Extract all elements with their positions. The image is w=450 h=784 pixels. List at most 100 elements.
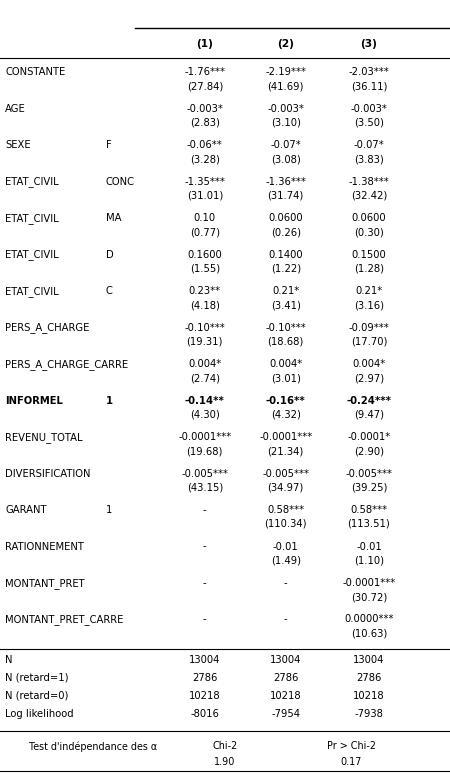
Text: CONC: CONC xyxy=(106,176,135,187)
Text: ETAT_CIVIL: ETAT_CIVIL xyxy=(5,213,59,224)
Text: (30.72): (30.72) xyxy=(351,592,387,602)
Text: (41.69): (41.69) xyxy=(268,81,304,91)
Text: (2.97): (2.97) xyxy=(354,373,384,383)
Text: MONTANT_PRET_CARRE: MONTANT_PRET_CARRE xyxy=(5,615,124,626)
Text: -0.0001*: -0.0001* xyxy=(347,432,391,442)
Text: -7954: -7954 xyxy=(271,709,300,719)
Text: 1.90: 1.90 xyxy=(214,757,236,767)
Text: 0.1400: 0.1400 xyxy=(269,249,303,260)
Text: (1.55): (1.55) xyxy=(190,263,220,274)
Text: (0.30): (0.30) xyxy=(354,227,384,237)
Text: -0.01: -0.01 xyxy=(356,542,382,551)
Text: 0.21*: 0.21* xyxy=(272,286,299,296)
Text: (39.25): (39.25) xyxy=(351,482,387,492)
Text: AGE: AGE xyxy=(5,103,26,114)
Text: 0.1600: 0.1600 xyxy=(187,249,222,260)
Text: REVENU_TOTAL: REVENU_TOTAL xyxy=(5,432,83,443)
Text: -0.14**: -0.14** xyxy=(185,395,225,405)
Text: (3.28): (3.28) xyxy=(190,154,220,164)
Text: -2.03***: -2.03*** xyxy=(349,67,389,77)
Text: 2786: 2786 xyxy=(192,673,217,683)
Text: -0.09***: -0.09*** xyxy=(349,322,389,332)
Text: -: - xyxy=(284,578,288,588)
Text: 10218: 10218 xyxy=(189,691,220,701)
Text: 1: 1 xyxy=(106,395,113,405)
Text: (9.47): (9.47) xyxy=(354,409,384,419)
Text: (19.68): (19.68) xyxy=(187,446,223,456)
Text: (1.10): (1.10) xyxy=(354,556,384,565)
Text: (2): (2) xyxy=(277,39,294,49)
Text: 13004: 13004 xyxy=(270,655,302,665)
Text: -: - xyxy=(284,615,288,625)
Text: -1.35***: -1.35*** xyxy=(184,176,225,187)
Text: (10.63): (10.63) xyxy=(351,629,387,638)
Text: (113.51): (113.51) xyxy=(347,519,391,529)
Text: (1.49): (1.49) xyxy=(271,556,301,565)
Text: INFORMEL: INFORMEL xyxy=(5,395,63,405)
Text: 0.0600: 0.0600 xyxy=(352,213,386,223)
Text: -0.07*: -0.07* xyxy=(270,140,301,150)
Text: -7938: -7938 xyxy=(355,709,383,719)
Text: (3.08): (3.08) xyxy=(271,154,301,164)
Text: 13004: 13004 xyxy=(189,655,220,665)
Text: -: - xyxy=(203,615,207,625)
Text: -: - xyxy=(203,505,207,515)
Text: 10218: 10218 xyxy=(270,691,302,701)
Text: -0.07*: -0.07* xyxy=(354,140,384,150)
Text: Test d'indépendance des α: Test d'indépendance des α xyxy=(29,741,158,752)
Text: (0.26): (0.26) xyxy=(271,227,301,237)
Text: 0.23**: 0.23** xyxy=(189,286,221,296)
Text: 13004: 13004 xyxy=(353,655,385,665)
Text: RATIONNEMENT: RATIONNEMENT xyxy=(5,542,84,551)
Text: ETAT_CIVIL: ETAT_CIVIL xyxy=(5,176,59,187)
Text: 0.10: 0.10 xyxy=(194,213,216,223)
Text: DIVERSIFICATION: DIVERSIFICATION xyxy=(5,469,91,478)
Text: 0.004*: 0.004* xyxy=(269,359,302,369)
Text: (110.34): (110.34) xyxy=(265,519,307,529)
Text: -0.003*: -0.003* xyxy=(186,103,223,114)
Text: N: N xyxy=(5,655,13,665)
Text: SEXE: SEXE xyxy=(5,140,31,150)
Text: ETAT_CIVIL: ETAT_CIVIL xyxy=(5,249,59,260)
Text: CONSTANTE: CONSTANTE xyxy=(5,67,66,77)
Text: -0.0001***: -0.0001*** xyxy=(342,578,396,588)
Text: -0.10***: -0.10*** xyxy=(266,322,306,332)
Text: (2.90): (2.90) xyxy=(354,446,384,456)
Text: (27.84): (27.84) xyxy=(187,81,223,91)
Text: -0.0001***: -0.0001*** xyxy=(178,432,231,442)
Text: 0.004*: 0.004* xyxy=(188,359,221,369)
Text: N (retard=0): N (retard=0) xyxy=(5,691,69,701)
Text: 0.17: 0.17 xyxy=(340,757,362,767)
Text: -0.06**: -0.06** xyxy=(187,140,223,150)
Text: (0.77): (0.77) xyxy=(190,227,220,237)
Text: (34.97): (34.97) xyxy=(268,482,304,492)
Text: (4.30): (4.30) xyxy=(190,409,220,419)
Text: (4.18): (4.18) xyxy=(190,300,220,310)
Text: 0.0000***: 0.0000*** xyxy=(344,615,394,625)
Text: -1.36***: -1.36*** xyxy=(266,176,306,187)
Text: 10218: 10218 xyxy=(353,691,385,701)
Text: 2786: 2786 xyxy=(356,673,382,683)
Text: -0.10***: -0.10*** xyxy=(184,322,225,332)
Text: (17.70): (17.70) xyxy=(351,336,387,347)
Text: (3.10): (3.10) xyxy=(271,118,301,128)
Text: D: D xyxy=(106,249,113,260)
Text: (19.31): (19.31) xyxy=(187,336,223,347)
Text: -8016: -8016 xyxy=(190,709,219,719)
Text: (4.32): (4.32) xyxy=(271,409,301,419)
Text: 2786: 2786 xyxy=(273,673,298,683)
Text: (21.34): (21.34) xyxy=(268,446,304,456)
Text: (43.15): (43.15) xyxy=(187,482,223,492)
Text: -0.005***: -0.005*** xyxy=(262,469,309,478)
Text: -0.0001***: -0.0001*** xyxy=(259,432,312,442)
Text: (3.41): (3.41) xyxy=(271,300,301,310)
Text: PERS_A_CHARGE_CARRE: PERS_A_CHARGE_CARRE xyxy=(5,359,129,370)
Text: F: F xyxy=(106,140,112,150)
Text: 0.0600: 0.0600 xyxy=(269,213,303,223)
Text: ETAT_CIVIL: ETAT_CIVIL xyxy=(5,286,59,297)
Text: (2.83): (2.83) xyxy=(190,118,220,128)
Text: 0.58***: 0.58*** xyxy=(267,505,304,515)
Text: 0.1500: 0.1500 xyxy=(351,249,387,260)
Text: GARANT: GARANT xyxy=(5,505,47,515)
Text: 0.58***: 0.58*** xyxy=(351,505,387,515)
